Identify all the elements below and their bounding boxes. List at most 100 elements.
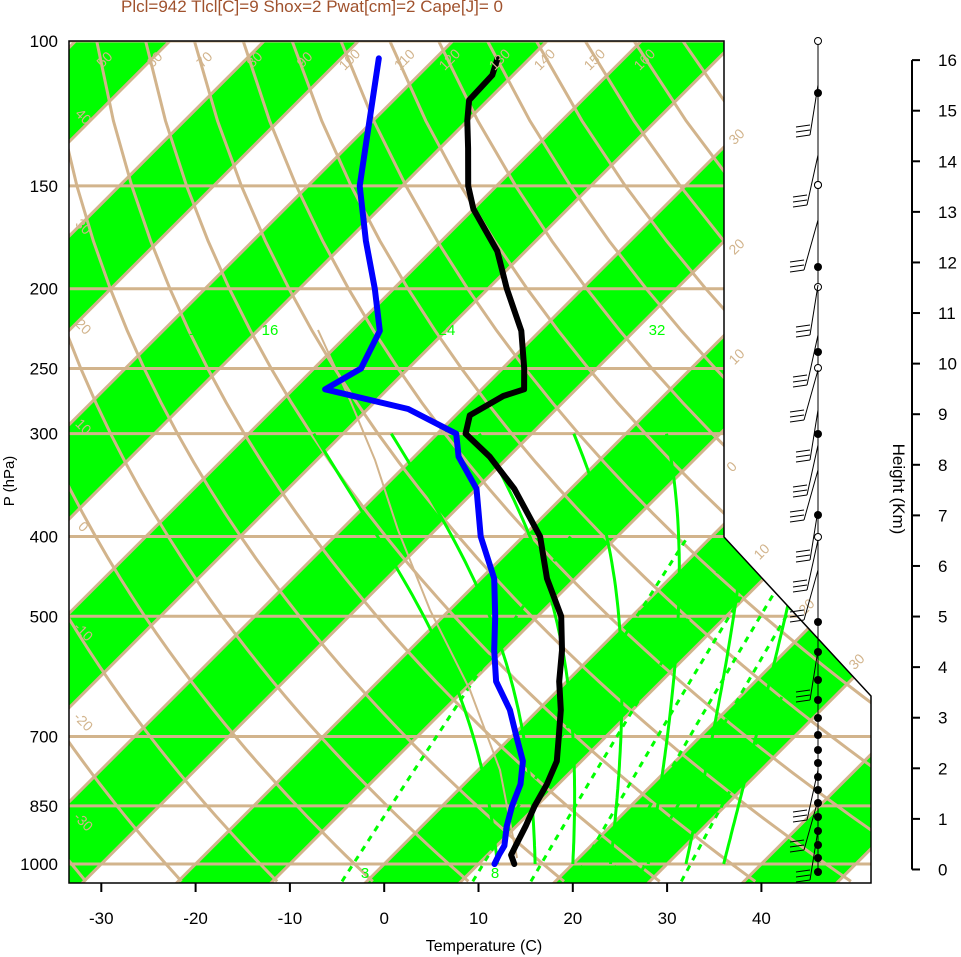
plot-area	[69, 41, 871, 883]
wind-barb-flag	[795, 454, 811, 458]
temperature-tick-label: 10	[469, 909, 488, 928]
pressure-tick-label: 850	[30, 797, 58, 816]
wind-barb-staff	[809, 509, 819, 561]
height-tick-label: 13	[938, 203, 957, 222]
height-tick-label: 10	[938, 355, 957, 374]
temperature-tick-label: -10	[278, 909, 303, 928]
wind-barb-flag	[789, 259, 805, 263]
wind-barb-flag	[795, 449, 811, 453]
wind-barb-flag	[795, 879, 811, 883]
wind-barb-flag	[795, 134, 811, 138]
isotherm-right-label: 30	[845, 650, 867, 672]
dry-adiabat	[69, 41, 565, 883]
height-tick-label: 5	[938, 608, 947, 627]
pressure-tick-label: 300	[30, 425, 58, 444]
wind-level-dot	[814, 786, 822, 794]
temperature-axis-label: Temperature (C)	[426, 938, 542, 955]
pressure-tick-label: 1000	[20, 855, 58, 874]
wind-level-open-dot	[814, 533, 822, 541]
pressure-tick-label: 150	[30, 177, 58, 196]
temperature-tick-label: -20	[183, 909, 208, 928]
temperature-tick-label: 0	[379, 909, 388, 928]
dry-adiabat	[290, 41, 871, 883]
isotherm-line	[721, 41, 871, 883]
pressure-tick-label: 700	[30, 728, 58, 747]
wind-barb-flag	[789, 269, 805, 273]
wind-barb-flag	[789, 419, 805, 423]
pressure-tick-label: 100	[30, 32, 58, 51]
pressure-tick-label: 500	[30, 607, 58, 626]
isotherm-line	[627, 41, 871, 883]
dewpoint-trace	[322, 55, 526, 867]
mixing-ratio-label: 16	[262, 322, 279, 339]
dry-adiabat	[339, 41, 871, 883]
isotherm-band	[69, 41, 359, 883]
wind-barb-flag	[795, 334, 811, 338]
moist-adiabat	[312, 432, 499, 865]
wind-barb-flag	[789, 519, 805, 523]
wind-level-open-dot	[814, 37, 822, 45]
wind-level-dot	[814, 799, 822, 807]
dry-adiabat	[241, 41, 871, 883]
wind-barb-flag	[795, 329, 811, 333]
height-tick-label: 14	[938, 152, 957, 171]
wind-level-dot	[814, 676, 822, 684]
wind-barb-staff	[803, 369, 819, 421]
wind-level-dot	[814, 511, 822, 519]
wind-barb-flag	[789, 839, 805, 843]
isotherm-band	[69, 41, 548, 883]
temperature-tick-label: 20	[563, 909, 582, 928]
mixing-ratio-label: 12	[189, 322, 206, 339]
wind-barb-staff	[806, 539, 819, 591]
wind-barb-flag	[792, 589, 808, 593]
height-tick-label: 7	[938, 506, 947, 525]
wind-barb-flag	[789, 414, 805, 418]
wind-barb-flag	[795, 869, 811, 873]
wind-barb-staff	[809, 649, 819, 701]
pressure-tick-label: 250	[30, 360, 58, 379]
temperature-tick-label: -30	[89, 909, 114, 928]
wind-barb-flag	[789, 844, 805, 848]
wind-barb-flag	[789, 619, 805, 623]
isotherm-line	[532, 41, 871, 883]
wind-barb-flag	[795, 554, 811, 558]
wind-level-dot	[814, 263, 822, 271]
wind-barb-flag	[795, 129, 811, 133]
wind-barb-flag	[792, 194, 808, 198]
height-tick-label: 9	[938, 405, 947, 424]
wind-barb-flag	[789, 609, 805, 613]
wind-barb-staff	[806, 444, 819, 496]
wind-barb-flag	[795, 459, 811, 463]
wind-barb-staff	[809, 84, 819, 136]
wind-barb-flag	[789, 264, 805, 268]
wind-barb-flag	[789, 614, 805, 618]
wind-level-dot	[814, 813, 822, 821]
wind-barb-staff	[809, 829, 819, 881]
wind-barb-flag	[789, 409, 805, 413]
dry-adiabat	[437, 41, 871, 883]
isotherm-right-label: 10	[725, 345, 747, 367]
isotherm-right-label: 20	[725, 235, 747, 257]
wind-barb-flag	[789, 509, 805, 513]
height-tick-label: 16	[938, 51, 957, 70]
height-tick-label: 1	[938, 810, 947, 829]
dry-adiabat	[95, 41, 661, 883]
mixing-ratio-line	[572, 535, 780, 883]
dry-adiabat	[388, 41, 871, 883]
chart-title: Plcl=942 Tlcl[C]=9 Shox=2 Pwat[cm]=2 Cap…	[121, 0, 503, 16]
wind-level-dot	[814, 759, 822, 767]
mixing-ratio-label: 3	[361, 865, 369, 882]
mixing-ratio-line	[471, 535, 690, 883]
isotherm-right-label: 30	[725, 125, 747, 147]
temperature-trace	[462, 55, 565, 867]
pressure-tick-label: 200	[30, 280, 58, 299]
wind-barb-flag	[792, 204, 808, 208]
wind-barb-flag	[789, 849, 805, 853]
wind-barb-staff	[809, 409, 819, 461]
moist-adiabat	[390, 432, 537, 865]
pressure-tick-label: 400	[30, 527, 58, 546]
wind-barb-staff	[809, 284, 819, 336]
isotherm-right-label: 20	[795, 595, 817, 617]
wind-barb-staff	[806, 154, 819, 206]
wind-barb-flag	[792, 199, 808, 203]
